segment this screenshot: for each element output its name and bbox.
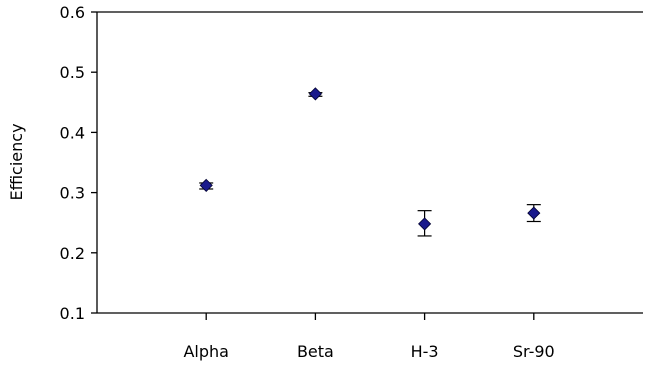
y-tick-label: 0.3 — [60, 184, 85, 203]
x-category-label: Beta — [297, 342, 334, 361]
y-tick-label: 0.2 — [60, 244, 85, 263]
x-category-label: H-3 — [411, 342, 439, 361]
y-axis-label: Efficiency — [7, 123, 26, 200]
data-points — [199, 87, 541, 231]
y-tick-label: 0.1 — [60, 304, 85, 323]
y-tick-label: 0.5 — [60, 63, 85, 82]
error-bars — [199, 92, 541, 237]
x-category-label: Alpha — [183, 342, 229, 361]
data-point — [527, 206, 541, 220]
plot-frame — [96, 11, 643, 314]
y-ticks: 0.1 0.2 0.3 0.4 0.5 0.6 — [60, 3, 97, 323]
x-category-label: Sr-90 — [513, 342, 555, 361]
data-point — [418, 217, 432, 231]
data-point — [199, 178, 213, 192]
y-tick-label: 0.6 — [60, 3, 85, 22]
y-tick-label: 0.4 — [60, 123, 85, 142]
x-ticks: Alpha Beta H-3 Sr-90 — [183, 313, 555, 361]
data-point — [308, 87, 322, 101]
